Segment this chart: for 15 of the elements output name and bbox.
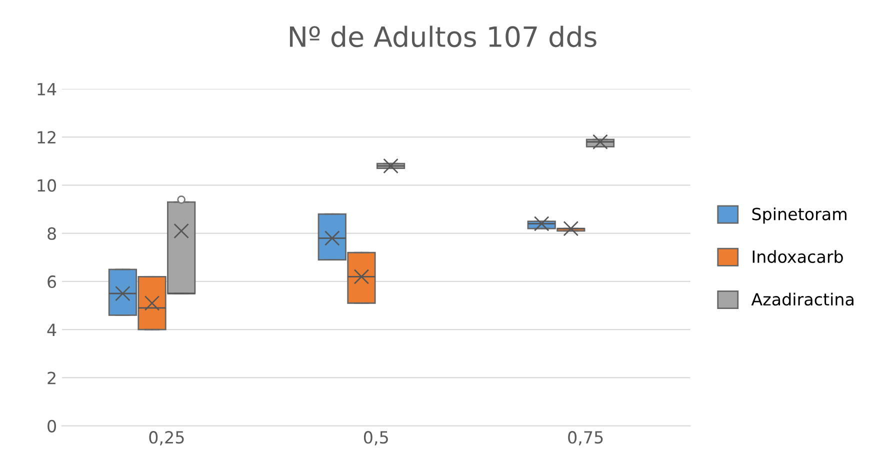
x-tick-label: 0,75: [568, 431, 603, 446]
y-tick-label: 2: [48, 372, 56, 384]
y-tick-label: 0: [48, 420, 56, 432]
legend-label: Azadiractina: [751, 292, 854, 306]
legend-label: Spinetoram: [752, 207, 846, 224]
x-tick-label: 0,5: [364, 431, 388, 446]
legend-label: Indoxacarb: [752, 250, 843, 263]
y-tick-label: 8: [48, 227, 56, 240]
y-tick-label: 14: [38, 83, 56, 96]
y-tick-label: 4: [47, 324, 56, 336]
y-tick-label: 6: [48, 275, 56, 288]
chart-title: Nº de Adultos 107 dds: [290, 26, 596, 48]
x-tick-label: 0,25: [149, 431, 184, 446]
y-tick-label: 12: [38, 131, 56, 144]
y-tick-label: 10: [38, 179, 56, 192]
